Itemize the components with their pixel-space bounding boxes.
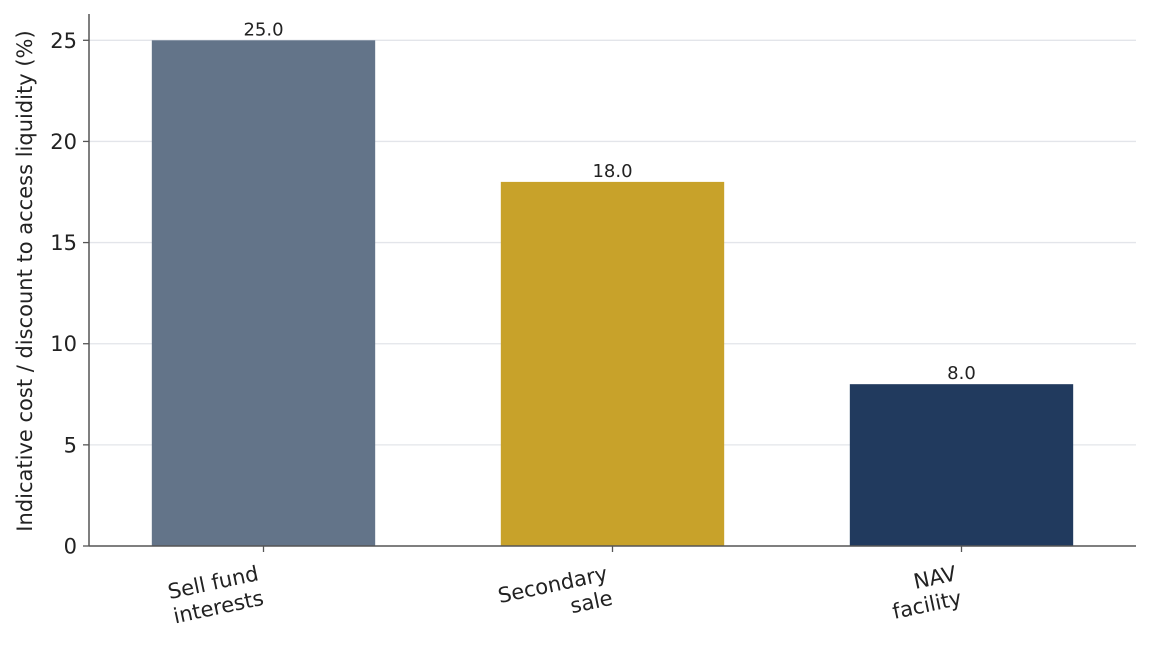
y-axis-label: Indicative cost / discount to access liq… — [13, 30, 37, 531]
bar-0 — [151, 40, 376, 547]
y-tick-label-5: 5 — [64, 433, 77, 457]
y-tick-label-10: 10 — [50, 332, 77, 356]
y-tick-label-0: 0 — [64, 535, 77, 559]
bar-1 — [500, 181, 725, 546]
axes: 0 5 10 15 20 25 Sell fundinterests Secondarysal… — [50, 14, 1136, 632]
bar-value-label-2: 8.0 — [947, 363, 976, 384]
x-tick-label-0: Sell fundinterests — [166, 561, 266, 628]
bar-value-labels: 25.0 18.0 8.0 — [243, 19, 975, 384]
x-tick-label-2: NAVfacility — [885, 561, 964, 624]
bars — [151, 40, 1074, 547]
bar-value-label-0: 25.0 — [243, 19, 283, 40]
x-tick-label-1: Secondarysale — [496, 561, 615, 632]
y-tick-label-20: 20 — [50, 130, 77, 154]
y-tick-label-25: 25 — [50, 29, 77, 53]
y-tick-label-15: 15 — [50, 231, 77, 255]
bar-value-label-1: 18.0 — [592, 161, 632, 182]
bar-2 — [849, 384, 1074, 546]
